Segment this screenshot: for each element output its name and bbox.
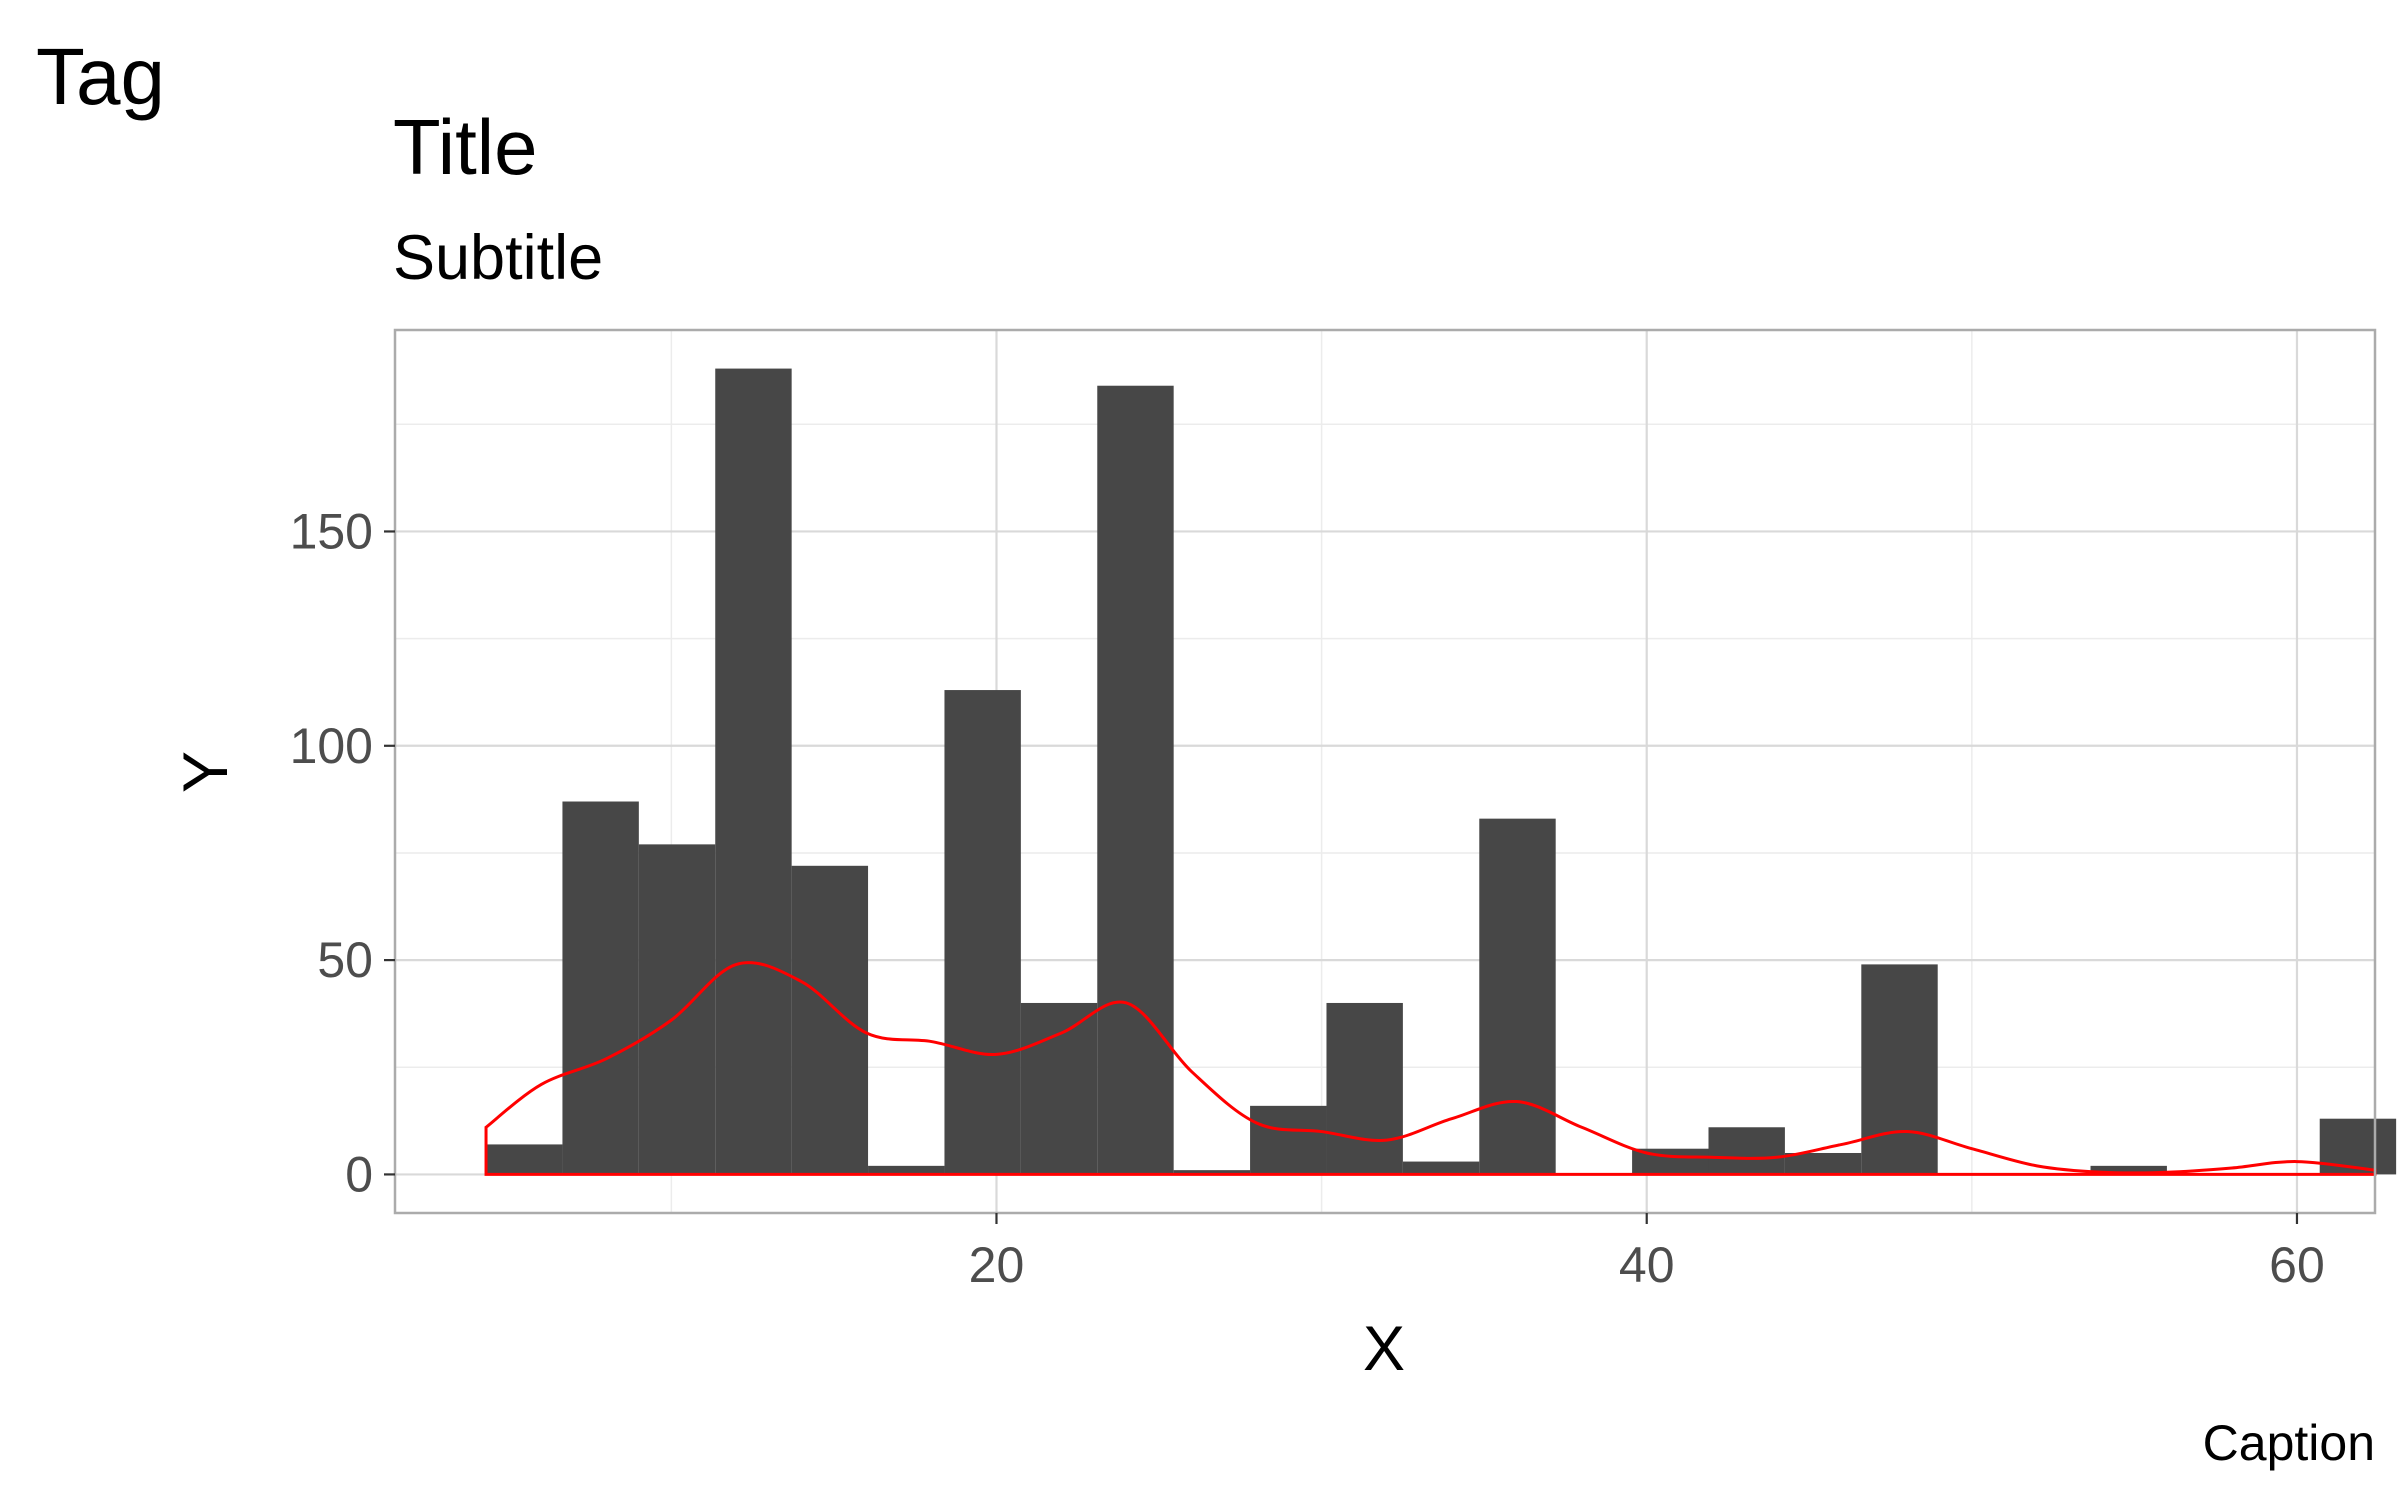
- histogram-bar: [1708, 1127, 1785, 1175]
- histogram-bar: [1173, 1170, 1251, 1175]
- chart-subtitle: Subtitle: [393, 223, 603, 293]
- histogram-bar: [562, 801, 639, 1175]
- density-curve-layer: [484, 961, 2377, 1176]
- y-axis-ticks: 0 50 100 150: [290, 503, 395, 1202]
- panel-border: [393, 328, 2377, 1215]
- histogram-bar: [868, 1165, 945, 1175]
- y-tick-label: 50: [317, 932, 373, 988]
- plot-caption: Caption: [2203, 1415, 2375, 1471]
- x-tick-label: 20: [969, 1237, 1025, 1293]
- chart-title: Title: [393, 103, 537, 191]
- histogram-bar: [638, 844, 716, 1175]
- histogram-bar: [1861, 964, 1938, 1175]
- plot-tag: Tag: [36, 32, 165, 121]
- histogram-bar: [791, 865, 869, 1175]
- y-axis-title: Y: [171, 751, 241, 793]
- histogram-bar: [1097, 385, 1174, 1175]
- histogram-bar: [2319, 1118, 2397, 1175]
- density-curve: [484, 961, 2377, 1176]
- histogram-bar: [486, 1144, 563, 1175]
- y-tick-label: 150: [290, 503, 373, 559]
- histogram-bar: [944, 690, 1021, 1175]
- x-axis-title: X: [1363, 1314, 1405, 1384]
- histogram-bar: [1326, 1002, 1403, 1175]
- histogram-bars: [486, 368, 2397, 1175]
- x-tick-label: 40: [1619, 1237, 1675, 1293]
- histogram-bar: [715, 368, 792, 1175]
- x-tick-label: 60: [2269, 1237, 2325, 1293]
- histogram-bar: [1479, 818, 1556, 1175]
- y-tick-label: 100: [290, 718, 373, 774]
- histogram-bar: [2090, 1165, 2167, 1175]
- histogram-bar: [1250, 1105, 1327, 1175]
- histogram-bar: [1784, 1152, 1862, 1175]
- x-axis-ticks: 20 40 60: [969, 1213, 2325, 1293]
- histogram-bar: [1020, 1002, 1098, 1175]
- y-tick-label: 0: [345, 1146, 373, 1202]
- histogram-bar: [1402, 1161, 1480, 1175]
